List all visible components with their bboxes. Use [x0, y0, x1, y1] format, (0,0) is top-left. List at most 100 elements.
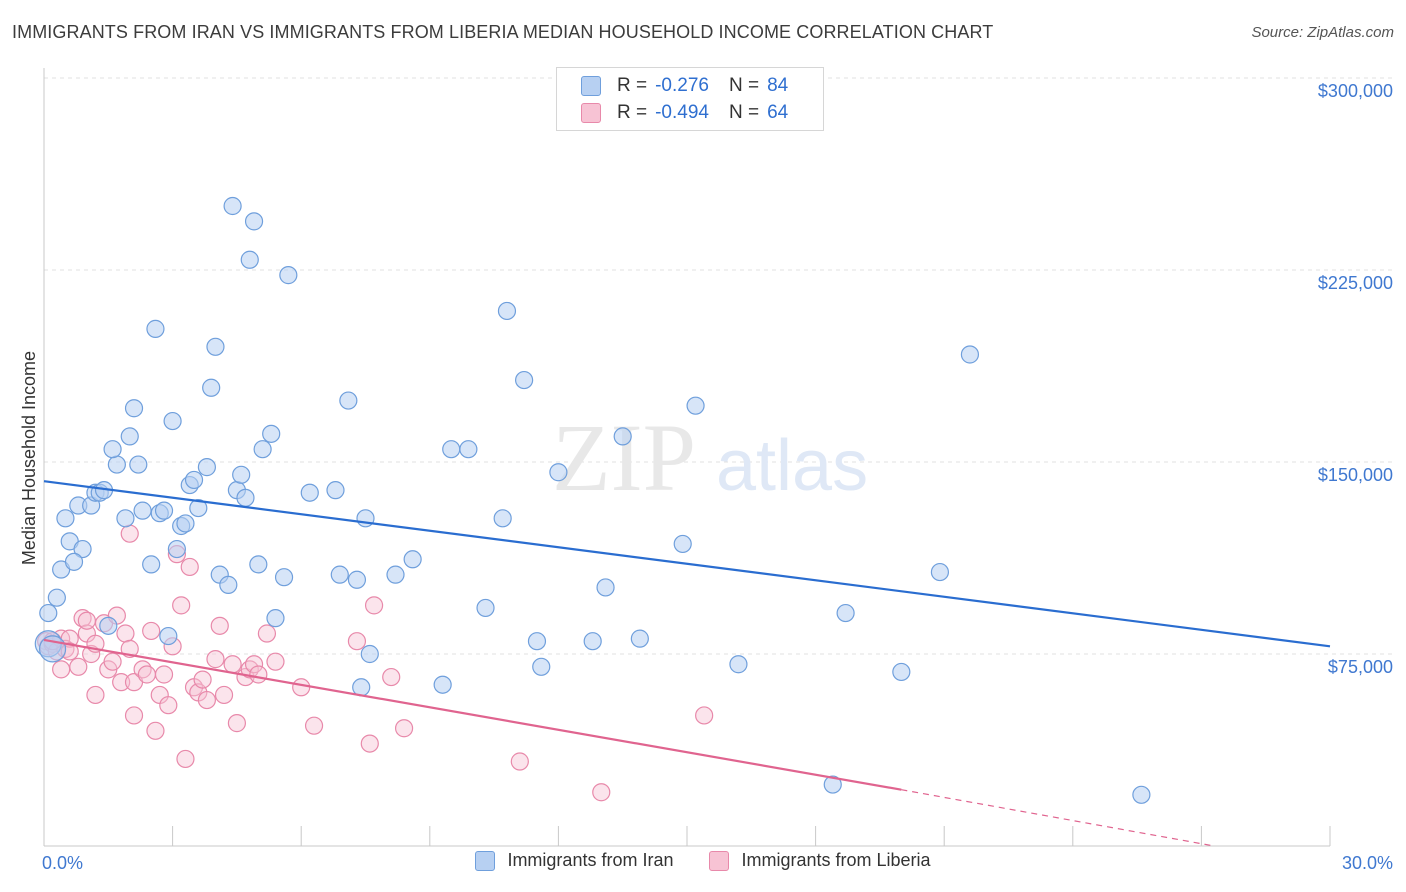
legend-label-liberia: Immigrants from Liberia	[741, 850, 931, 870]
liberia-point	[69, 657, 88, 676]
liberia-point	[193, 670, 212, 689]
liberia-point	[52, 660, 71, 679]
liberia-point	[120, 524, 139, 543]
iran-point	[960, 345, 980, 364]
axes	[43, 68, 1331, 847]
iran-point	[515, 370, 534, 390]
iran-point	[38, 635, 67, 663]
y-tick-label: $75,000	[1328, 657, 1393, 677]
liberia-point	[86, 685, 105, 705]
iran-point	[266, 609, 285, 628]
iran-point	[107, 455, 126, 474]
iran-point	[133, 501, 152, 520]
iran-point	[249, 555, 268, 574]
liberia-point	[304, 716, 324, 735]
iran-point	[39, 603, 58, 623]
iran-point	[583, 632, 602, 651]
liberia-point	[394, 719, 414, 738]
liberia-point	[257, 624, 277, 643]
iran-point	[274, 568, 294, 587]
iran-point	[532, 657, 551, 676]
liberia-point	[180, 557, 199, 577]
r-value: -0.494	[655, 102, 709, 123]
iran-point	[836, 603, 855, 623]
iran-point	[549, 463, 568, 482]
y-tick-label: $150,000	[1318, 465, 1393, 485]
liberia-point	[176, 749, 195, 769]
iran-point	[244, 212, 264, 231]
chart-title: IMMIGRANTS FROM IRAN VS IMMIGRANTS FROM …	[12, 22, 994, 42]
liberia-point	[244, 655, 264, 674]
r-value: -0.276	[655, 75, 709, 96]
iran-point	[124, 399, 144, 418]
correlation-legend: R = -0.276 N = 84 R = -0.494 N = 64	[556, 67, 824, 131]
iran-point	[613, 427, 632, 446]
liberia-point	[364, 596, 384, 615]
iran-point	[892, 662, 911, 682]
y-tick-label: $300,000	[1318, 81, 1393, 101]
iran-point	[142, 555, 161, 574]
iran-point	[240, 250, 259, 269]
liberia-point	[159, 696, 178, 715]
iran-point	[163, 411, 182, 431]
watermark-atlas: atlas	[716, 426, 868, 506]
liberia-point	[112, 673, 131, 692]
y-axis-labels: $75,000 $150,000 $225,000 $300,000	[1318, 81, 1393, 677]
liberia-point	[103, 652, 122, 671]
iran-point	[236, 488, 255, 507]
liberia-point	[124, 706, 144, 725]
liberia-point	[146, 721, 165, 740]
iran-point	[206, 337, 225, 356]
n-value: 84	[767, 75, 789, 96]
iran-point	[330, 565, 349, 584]
iran-point	[167, 539, 186, 559]
iran-point	[184, 470, 204, 490]
y-tick-label: $225,000	[1318, 273, 1393, 293]
iran-point	[154, 501, 174, 520]
y-axis-title: Median Household Income	[19, 351, 39, 565]
r-label: R =	[617, 102, 648, 123]
iran-point	[219, 575, 238, 594]
liberia-point	[510, 752, 529, 771]
legend-item-iran[interactable]: Immigrants from Iran	[475, 850, 673, 871]
iran-point	[596, 578, 615, 597]
liberia-point	[347, 632, 367, 651]
iran-point	[493, 509, 512, 528]
iran-point	[630, 629, 649, 648]
source-label: Source: ZipAtlas.com	[1251, 24, 1394, 41]
n-value: 64	[767, 102, 789, 123]
iran-point	[64, 552, 84, 571]
iran-point	[189, 498, 208, 518]
iran-point	[262, 424, 281, 443]
iran-point	[197, 458, 216, 477]
legend-label-iran: Immigrants from Iran	[507, 850, 674, 870]
iran-point	[146, 319, 165, 338]
iran-point	[497, 301, 517, 321]
iran-point	[279, 266, 298, 285]
iran-swatch	[581, 76, 601, 96]
liberia-point	[382, 667, 401, 687]
iran-point	[99, 616, 118, 635]
liberia-point	[223, 655, 242, 674]
iran-point	[176, 514, 195, 533]
x-tick-label-min: 0.0%	[42, 853, 83, 873]
liberia-swatch	[709, 850, 730, 871]
legend-item-liberia[interactable]: Immigrants from Liberia	[709, 850, 931, 871]
liberia-point	[154, 665, 174, 684]
iran-point	[930, 562, 950, 582]
iran-point	[339, 391, 358, 410]
iran-point	[386, 565, 405, 584]
iran-trend-line	[43, 480, 1331, 648]
liberia-point	[592, 783, 611, 802]
liberia-point	[77, 611, 96, 630]
iran-point	[729, 655, 748, 674]
liberia-point	[249, 665, 268, 684]
iran-point	[326, 481, 345, 500]
trend-lines	[43, 480, 1331, 847]
iran-point	[1132, 785, 1151, 804]
liberia-point	[206, 650, 225, 669]
iran-point	[686, 396, 705, 415]
liberia-point	[210, 616, 229, 635]
iran-point	[120, 427, 139, 446]
